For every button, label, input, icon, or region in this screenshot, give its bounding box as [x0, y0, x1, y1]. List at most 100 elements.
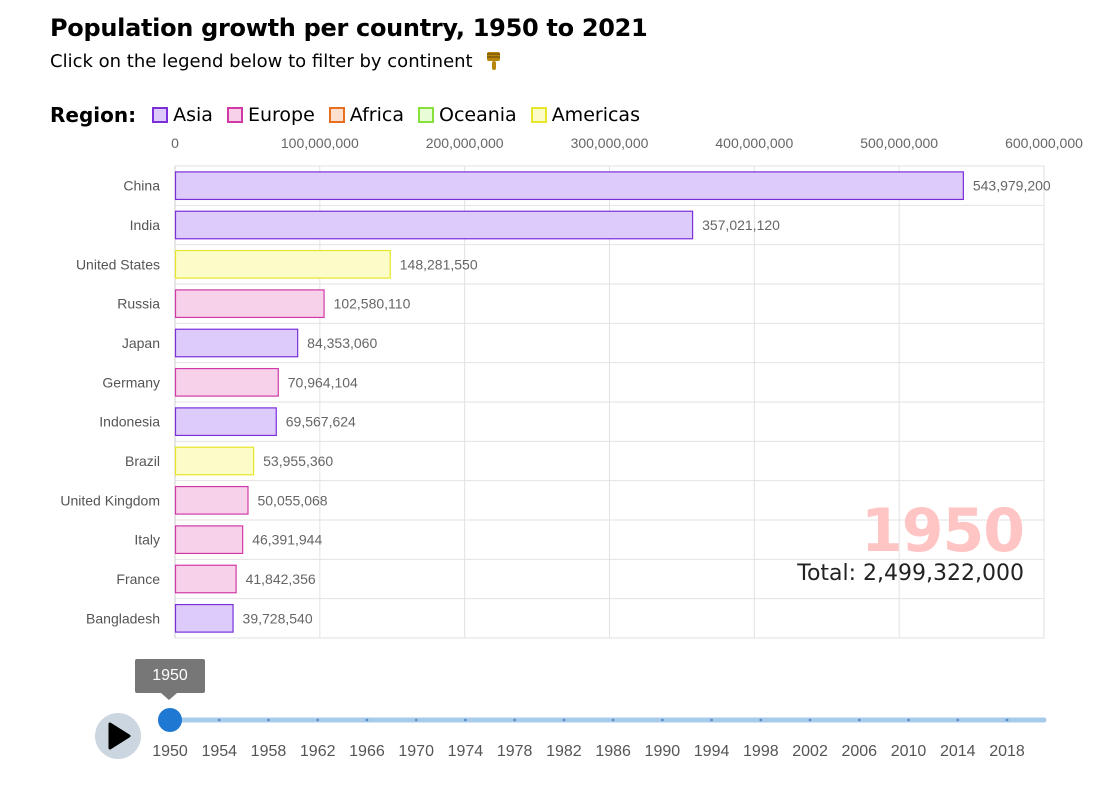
slider-tick	[316, 718, 320, 722]
slider-year-label: 1950	[152, 743, 188, 760]
bar-chart: 0 100,000,000 200,000,000 300,000,000 400,00…	[60, 135, 1083, 639]
legend-label: Africa	[349, 104, 404, 126]
pointing-down-hand-icon	[486, 52, 500, 70]
slider-year-label: 2006	[841, 743, 877, 760]
x-tick-label: 300,000,000	[571, 135, 649, 151]
x-tick-label: 600,000,000	[1005, 135, 1083, 151]
slider-tick	[907, 718, 910, 722]
slider-tick	[562, 718, 566, 722]
x-tick-label: 100,000,000	[281, 135, 359, 151]
category-label: Germany	[102, 374, 160, 390]
slider-year-label: 1970	[398, 743, 434, 760]
slider-year-label: 1998	[743, 743, 779, 760]
legend-swatch	[152, 107, 169, 123]
bar-india[interactable]	[174, 210, 694, 240]
value-label: 84,353,060	[307, 335, 377, 351]
slider-tick	[267, 718, 270, 722]
chart-title: Population growth per country, 1950 to 2…	[50, 14, 648, 42]
value-label: 39,728,540	[243, 610, 313, 626]
slider-year-label: 1990	[645, 743, 681, 760]
slider-tick	[710, 718, 713, 722]
bar-france[interactable]	[174, 564, 237, 594]
play-icon	[108, 722, 131, 750]
category-label: Bangladesh	[86, 610, 160, 626]
bar-brazil[interactable]	[174, 446, 255, 476]
x-tick-label: 0	[171, 135, 179, 151]
legend-item-asia[interactable]: Asia	[152, 104, 213, 126]
legend-swatch	[328, 107, 345, 123]
bar-united-states[interactable]	[174, 249, 391, 279]
value-label: 357,021,120	[702, 217, 780, 233]
legend-swatch	[530, 107, 547, 123]
legend-label: Asia	[173, 104, 213, 126]
slider-year-label: 1974	[448, 743, 484, 760]
bar-russia[interactable]	[174, 289, 325, 319]
slider-tick	[759, 718, 763, 722]
slider-tooltip-arrow	[161, 693, 177, 700]
slider-tick	[1005, 718, 1009, 722]
bar-japan[interactable]	[174, 328, 299, 358]
chart-subtitle: Click on the legend below to filter by c…	[50, 50, 503, 72]
total-population: Total: 2,499,322,000	[797, 561, 1024, 586]
slider-year-label: 2010	[891, 743, 927, 760]
slider-year-label: 1958	[251, 743, 287, 760]
value-label: 148,281,550	[400, 256, 478, 272]
slider-year-label: 1954	[201, 743, 237, 760]
value-label: 70,964,104	[288, 374, 358, 390]
bar-united-kingdom[interactable]	[174, 485, 249, 515]
slider-handle[interactable]	[158, 708, 182, 732]
category-label: China	[123, 178, 160, 194]
legend-swatch	[417, 107, 434, 123]
category-label: Japan	[122, 335, 160, 351]
x-tick-label: 400,000,000	[715, 135, 793, 151]
value-label: 69,567,624	[286, 414, 356, 430]
slider-year-label: 1986	[595, 743, 631, 760]
slider-year-label: 1982	[546, 743, 582, 760]
bar-bangladesh[interactable]	[174, 603, 234, 633]
subtitle-text: Click on the legend below to filter by c…	[50, 50, 473, 72]
value-label: 41,842,356	[246, 571, 316, 587]
slider-tick	[217, 718, 221, 722]
slider-year-label: 1978	[497, 743, 533, 760]
value-label: 50,055,068	[257, 492, 327, 508]
legend-label: Europe	[247, 104, 315, 126]
category-label: Italy	[134, 532, 160, 548]
legend-label: Americas	[551, 104, 640, 126]
legend-item-africa[interactable]: Africa	[328, 104, 404, 126]
bar-indonesia[interactable]	[174, 407, 277, 437]
slider-tick	[365, 718, 369, 722]
category-label: France	[116, 571, 160, 587]
legend-swatch	[226, 107, 243, 123]
legend-title: Region:	[50, 103, 137, 127]
slider-year-label: 2002	[792, 743, 828, 760]
current-year-watermark: 1950	[861, 496, 1025, 566]
category-label: United States	[76, 256, 160, 272]
bar-china[interactable]	[174, 171, 964, 201]
slider-year-label: 1994	[694, 743, 730, 760]
legend-item-oceania[interactable]: Oceania	[417, 104, 517, 126]
slider-tick	[857, 718, 861, 722]
slider-tick	[956, 718, 960, 722]
legend-item-europe[interactable]: Europe	[226, 104, 315, 126]
value-label: 53,955,360	[263, 453, 333, 469]
category-label: United Kingdom	[60, 492, 160, 508]
slider-tick	[660, 718, 664, 722]
value-label: 46,391,944	[252, 532, 322, 548]
bar-italy[interactable]	[174, 525, 244, 555]
legend: Region: Asia Europe Africa Oceania Americas	[50, 102, 654, 128]
slider-tick	[611, 718, 615, 722]
legend-item-americas[interactable]: Americas	[530, 104, 640, 126]
legend-label: Oceania	[438, 104, 517, 126]
x-tick-label: 200,000,000	[426, 135, 504, 151]
legend-items: Asia Europe Africa Oceania Americas	[152, 104, 654, 126]
category-label: India	[130, 217, 161, 233]
slider-tick	[464, 718, 467, 722]
slider-tick	[808, 718, 812, 722]
bar-germany[interactable]	[174, 367, 279, 397]
slider-year-label: 2014	[940, 743, 976, 760]
value-label: 543,979,200	[973, 178, 1051, 194]
category-label: Brazil	[125, 453, 160, 469]
slider-tick	[168, 718, 172, 722]
play-button[interactable]	[95, 713, 141, 759]
category-label: Indonesia	[99, 414, 160, 430]
